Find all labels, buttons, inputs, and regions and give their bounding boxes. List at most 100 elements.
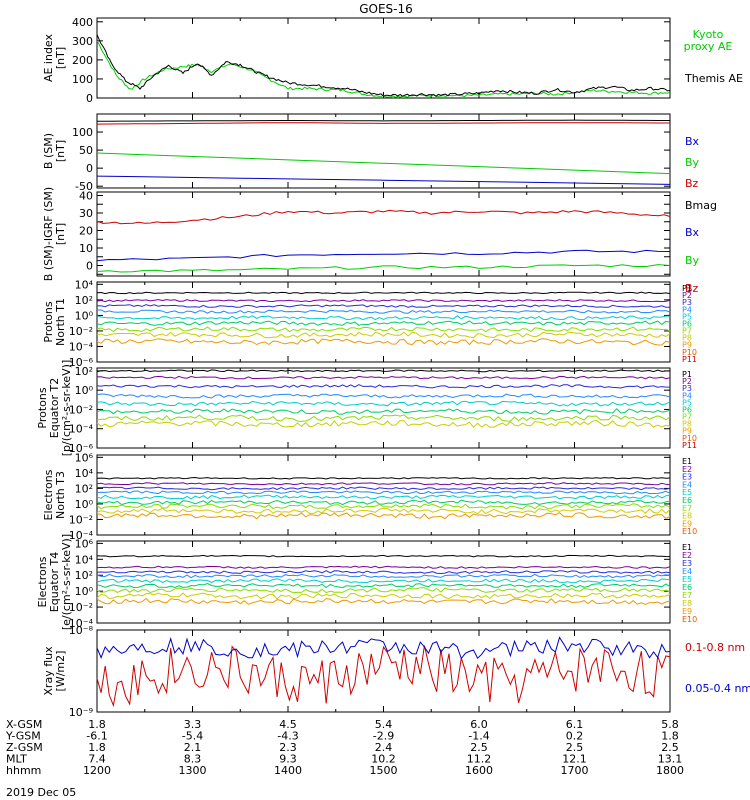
axis-row-value: -2.9 bbox=[373, 730, 394, 743]
bottom-axis-table: X-GSM 1.8 3.3 4.5 5.4 6.0 6.1 5.8 Y-GSM -6.1 -5.4 -… bbox=[5, 718, 684, 777]
y-axis-label: [p/(cm²-s-sr-keV)] bbox=[60, 360, 73, 457]
y-tick-label: 10⁻⁴ bbox=[69, 529, 94, 542]
y-axis-label: [W/m2] bbox=[54, 651, 67, 692]
legend-entry: P1 bbox=[682, 284, 692, 293]
series-line bbox=[96, 499, 671, 506]
y-axis-label: Xray flux bbox=[42, 646, 55, 696]
series-line bbox=[96, 375, 671, 380]
y-tick-label: 10⁴ bbox=[75, 553, 94, 566]
y-tick-label: 50 bbox=[79, 144, 93, 157]
series-line bbox=[96, 175, 671, 185]
panel-5: 10² 10⁰ 10⁻² 10⁻⁴ 10⁻⁶ Protons Equator T2 [p/(c… bbox=[36, 360, 697, 457]
axis-row-value: 1800 bbox=[656, 764, 684, 777]
series-line bbox=[96, 309, 671, 314]
legend-entry: E6 bbox=[682, 583, 692, 592]
series-line bbox=[96, 573, 671, 579]
y-tick-label: 10⁻² bbox=[69, 601, 93, 614]
legend-entry: P10 bbox=[682, 348, 697, 357]
legend-entry: E1 bbox=[682, 543, 692, 552]
y-tick-label: -50 bbox=[75, 180, 93, 193]
series-line bbox=[96, 326, 671, 333]
axis-row-value: 6.1 bbox=[566, 718, 584, 731]
series-line bbox=[96, 578, 671, 584]
chart-title: GOES-16 bbox=[359, 2, 413, 16]
panel-frame bbox=[96, 191, 671, 277]
axis-row-value: -4.3 bbox=[277, 730, 298, 743]
axis-row-value: 1200 bbox=[83, 764, 111, 777]
axis-row-label: hhmm bbox=[6, 764, 41, 777]
axis-row-value: -6.1 bbox=[86, 730, 107, 743]
panel-8: 10⁻⁸ 10⁻⁹ Xray flux [W/m2] 0.1-0.8 nm 0.05-0.… bbox=[42, 624, 750, 719]
y-tick-label: 10⁴ bbox=[75, 278, 94, 291]
y-tick-label: 10⁻² bbox=[69, 513, 93, 526]
series-line bbox=[96, 369, 670, 373]
y-axis-label: AE index bbox=[42, 33, 55, 82]
series-line bbox=[96, 338, 671, 346]
series-line bbox=[96, 264, 671, 273]
y-tick-label: 10² bbox=[75, 365, 93, 378]
series-line bbox=[97, 304, 670, 308]
series-line bbox=[96, 554, 671, 558]
y-tick-label: 10⁰ bbox=[75, 498, 94, 511]
series-line bbox=[96, 476, 671, 480]
legend-entry: E4 bbox=[682, 480, 692, 489]
legend-entry: By bbox=[685, 254, 700, 267]
y-tick-label: 10 bbox=[79, 242, 93, 255]
legend-entry: Bz bbox=[685, 177, 699, 190]
series-line bbox=[96, 592, 671, 600]
series-line bbox=[96, 408, 671, 415]
legend-entry: E7 bbox=[682, 504, 692, 513]
legend-entry: E5 bbox=[682, 488, 692, 497]
series-line bbox=[96, 494, 671, 500]
legend-entry: E8 bbox=[682, 599, 692, 608]
y-tick-label: 400 bbox=[72, 16, 93, 29]
y-tick-label: 10⁻⁹ bbox=[69, 706, 93, 719]
series-line bbox=[96, 587, 671, 594]
series-line bbox=[96, 645, 671, 708]
y-axis-label: B (SM) bbox=[42, 133, 55, 169]
legend-entry: P6 bbox=[682, 319, 692, 328]
legend-entry: E10 bbox=[682, 615, 697, 624]
y-tick-label: 10⁰ bbox=[75, 585, 94, 598]
panel-frame bbox=[96, 367, 671, 449]
series-line bbox=[96, 40, 671, 98]
legend-entry: Kyoto bbox=[693, 28, 724, 41]
legend-entry: E6 bbox=[682, 496, 692, 505]
series-line bbox=[96, 315, 670, 321]
y-tick-label: 10⁻² bbox=[69, 325, 93, 338]
legend-entry: E2 bbox=[682, 465, 692, 474]
legend-entry: P1 bbox=[682, 370, 692, 379]
legend-entry: E3 bbox=[682, 473, 692, 482]
axis-row-value: 3.3 bbox=[184, 718, 202, 731]
y-tick-label: 10⁻⁶ bbox=[69, 442, 94, 455]
legend-entry: P7 bbox=[682, 413, 692, 422]
legend-entry: P4 bbox=[682, 391, 692, 400]
series-line bbox=[96, 400, 671, 407]
y-axis-label: Electrons bbox=[42, 469, 55, 520]
y-axis-label: B (SM)-IGRF (SM) bbox=[42, 187, 55, 281]
axis-row-value: 9.3 bbox=[279, 753, 297, 766]
series-line bbox=[96, 152, 671, 175]
axis-row-value: 2.4 bbox=[375, 741, 393, 754]
series-line bbox=[96, 636, 671, 660]
y-tick-label: 10⁻⁴ bbox=[69, 617, 94, 630]
series-line bbox=[96, 597, 671, 606]
legend-entry: E5 bbox=[682, 575, 692, 584]
legend-entry: E10 bbox=[682, 527, 697, 536]
y-tick-label: 10⁻⁸ bbox=[69, 624, 94, 637]
axis-row-value: 5.4 bbox=[375, 718, 393, 731]
date-label: 2019 Dec 05 bbox=[6, 786, 76, 799]
axis-row-value: 1.8 bbox=[88, 741, 106, 754]
y-tick-label: 20 bbox=[79, 225, 93, 238]
legend-entry: P6 bbox=[682, 405, 692, 414]
axis-row-value: 1300 bbox=[179, 764, 207, 777]
series-line bbox=[96, 503, 671, 510]
series-line bbox=[96, 570, 671, 575]
y-tick-label: 10² bbox=[75, 482, 93, 495]
legend-entry: E8 bbox=[682, 512, 692, 521]
axis-row-value: 5.8 bbox=[661, 718, 679, 731]
y-tick-label: 10⁶ bbox=[75, 451, 94, 464]
legend-entry: P4 bbox=[682, 305, 692, 314]
